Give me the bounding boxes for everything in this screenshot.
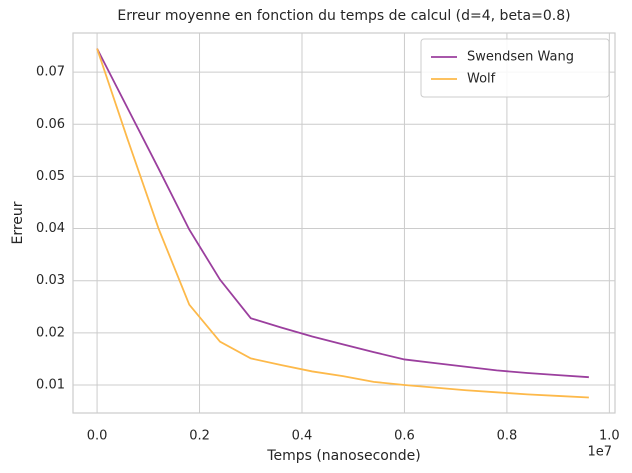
y-tick-label: 0.05 bbox=[36, 169, 65, 184]
x-tick-label: 0.6 bbox=[394, 429, 415, 444]
legend-label: Wolf bbox=[467, 72, 496, 87]
legend: Swendsen Wang Wolf bbox=[420, 38, 610, 98]
x-tick-label: 0.8 bbox=[497, 429, 518, 444]
legend-label: Swendsen Wang bbox=[467, 50, 574, 65]
legend-box bbox=[420, 38, 610, 98]
y-tick-label: 0.07 bbox=[36, 65, 65, 80]
x-tick-label: 0.2 bbox=[189, 429, 210, 444]
chart-title: Erreur moyenne en fonction du temps de c… bbox=[117, 8, 570, 24]
series-line bbox=[96, 48, 589, 399]
y-tick-label: 0.04 bbox=[36, 221, 65, 236]
y-axis-label: Erreur bbox=[10, 201, 26, 244]
x-tick-label: 0.0 bbox=[87, 429, 108, 444]
x-tick-label: 1.0 bbox=[599, 429, 620, 444]
y-tick-label: 0.03 bbox=[36, 273, 65, 288]
x-offset-label: 1e7 bbox=[587, 445, 612, 460]
y-tick-label: 0.01 bbox=[36, 377, 65, 392]
series-line bbox=[96, 48, 589, 379]
x-tick-label: 0.4 bbox=[292, 429, 313, 444]
x-axis-label: Temps (nanoseconde) bbox=[266, 448, 420, 464]
plot-frame bbox=[72, 32, 616, 414]
y-tick-label: 0.06 bbox=[36, 117, 65, 132]
y-tick-label: 0.02 bbox=[36, 325, 65, 340]
